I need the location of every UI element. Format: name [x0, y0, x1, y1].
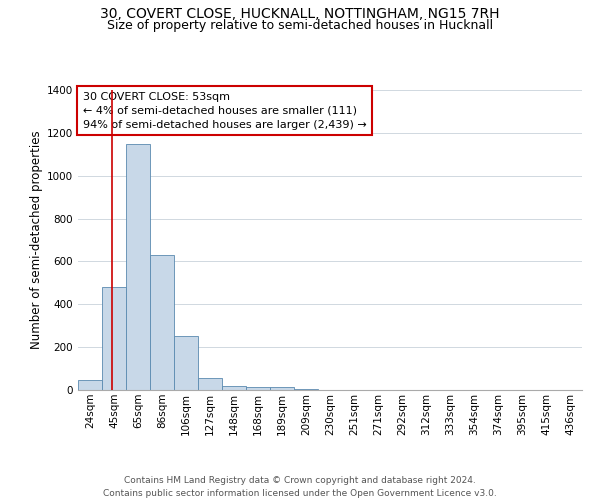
Text: Size of property relative to semi-detached houses in Hucknall: Size of property relative to semi-detach…	[107, 19, 493, 32]
Text: 30, COVERT CLOSE, HUCKNALL, NOTTINGHAM, NG15 7RH: 30, COVERT CLOSE, HUCKNALL, NOTTINGHAM, …	[100, 8, 500, 22]
Text: 30 COVERT CLOSE: 53sqm
← 4% of semi-detached houses are smaller (111)
94% of sem: 30 COVERT CLOSE: 53sqm ← 4% of semi-deta…	[83, 92, 367, 130]
Bar	[150, 255, 174, 390]
Bar	[222, 386, 246, 390]
Y-axis label: Number of semi-detached properties: Number of semi-detached properties	[30, 130, 43, 350]
Bar	[294, 389, 318, 390]
Bar	[174, 336, 198, 390]
Bar	[198, 378, 222, 390]
Bar	[246, 387, 270, 390]
Bar	[126, 144, 150, 390]
Text: Contains HM Land Registry data © Crown copyright and database right 2024.
Contai: Contains HM Land Registry data © Crown c…	[103, 476, 497, 498]
Bar	[78, 380, 102, 390]
Bar	[270, 387, 294, 390]
Bar	[102, 287, 126, 390]
